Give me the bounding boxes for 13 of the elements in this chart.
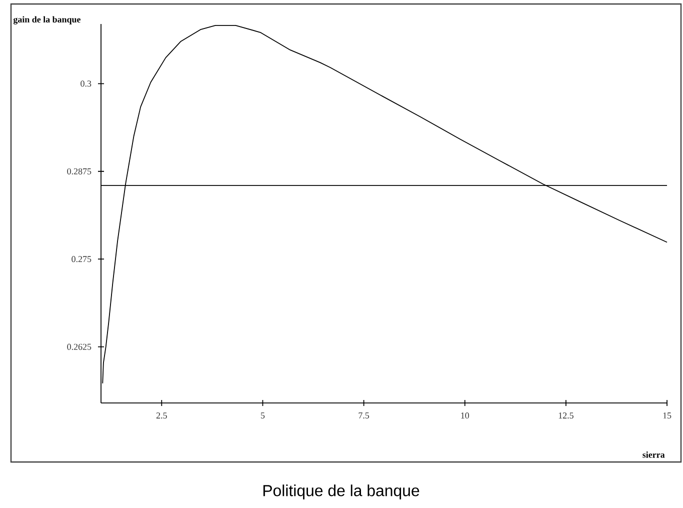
text: Politique de la banque	[263, 484, 420, 500]
x-tick-label: 12.5	[558, 412, 574, 419]
y-tick-label: 0.2625	[67, 344, 92, 350]
y-tick-label: 0.275	[72, 256, 92, 262]
x-tick-label: 5	[261, 412, 265, 418]
x-tick-label: 7.5	[358, 412, 370, 418]
x-tick-label: 15	[663, 412, 672, 419]
y-tick-label: 0.3	[80, 80, 92, 87]
x-tick-label: 2.5	[156, 412, 167, 419]
x-axis-title: sierra	[642, 451, 665, 458]
x-tick-label: 10	[461, 412, 470, 419]
y-axis-title: gain de la banque	[13, 16, 80, 24]
y-tick-label: 0.2875	[67, 168, 92, 174]
